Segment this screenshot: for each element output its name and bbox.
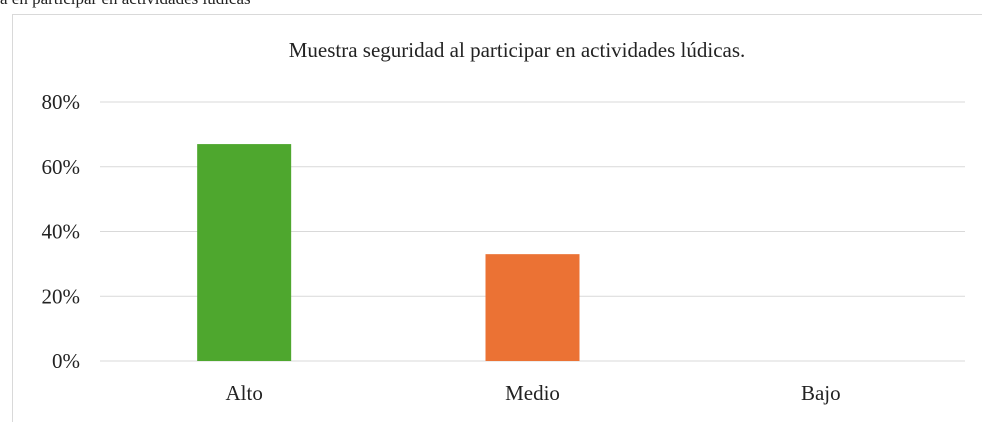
bar [197, 144, 291, 361]
y-tick-label: 80% [42, 90, 81, 114]
x-tick-label: Alto [225, 381, 262, 405]
caption: a en participar en actividades lúdicas [0, 0, 251, 8]
x-tick-label: Medio [505, 381, 560, 405]
y-tick-label: 60% [42, 155, 81, 179]
chart-title: Muestra seguridad al participar en activ… [289, 38, 746, 62]
bar [486, 254, 580, 361]
y-tick-label: 40% [42, 220, 81, 244]
y-tick-label: 20% [42, 284, 81, 308]
y-tick-label: 0% [52, 349, 80, 373]
x-tick-label: Bajo [801, 381, 841, 405]
